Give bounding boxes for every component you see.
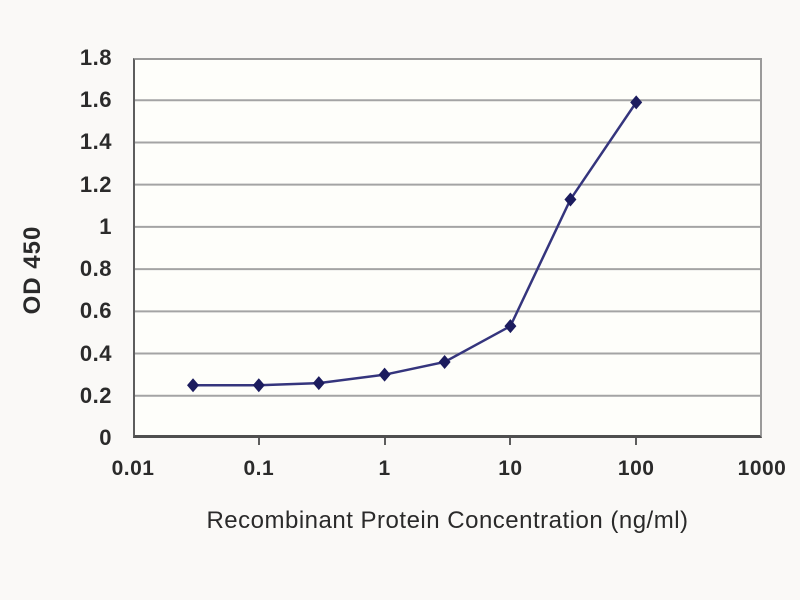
y-tick-label: 1.2 bbox=[79, 171, 112, 197]
y-tick-label: 0.4 bbox=[79, 340, 112, 366]
x-tick-label: 1000 bbox=[737, 457, 787, 480]
y-tick-label: 1.6 bbox=[79, 87, 112, 113]
y-tick-label: 1.4 bbox=[79, 129, 112, 155]
y-tick-label: 0 bbox=[99, 425, 112, 450]
y-tick-label: 1.8 bbox=[79, 45, 112, 70]
x-tick-mark bbox=[257, 438, 260, 445]
y-tick-label: 0.8 bbox=[79, 256, 112, 282]
x-tick-mark bbox=[509, 438, 512, 445]
x-tick-mark bbox=[383, 438, 386, 445]
x-tick-label: 100 bbox=[617, 457, 655, 480]
x-tick-label: 0.01 bbox=[111, 457, 155, 480]
y-tick-label: 1 bbox=[99, 213, 112, 239]
y-tick-label: 0.2 bbox=[79, 382, 112, 408]
y-tick-label: 0.6 bbox=[79, 298, 112, 324]
x-axis-title: Recombinant Protein Concentration (ng/ml… bbox=[206, 507, 689, 534]
x-tick-label: 10 bbox=[498, 457, 523, 480]
x-tick-label: 1 bbox=[378, 457, 391, 480]
plot-area bbox=[133, 58, 762, 438]
x-tick-label: 0.1 bbox=[243, 457, 275, 480]
x-tick-mark bbox=[635, 438, 638, 445]
